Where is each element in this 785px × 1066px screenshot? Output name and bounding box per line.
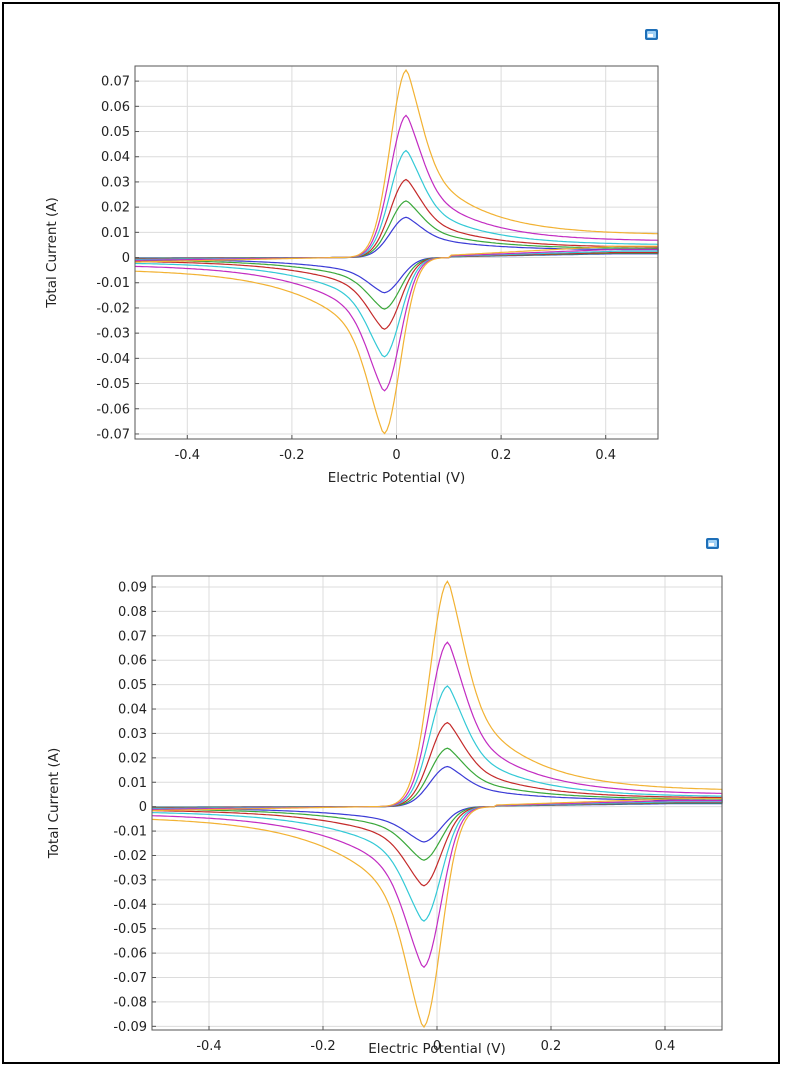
y-tick-label: 0.03 — [101, 175, 130, 190]
y-tick-label: 0.04 — [118, 703, 147, 718]
y-tick-label: 0.06 — [101, 100, 130, 115]
y-tick-label: -0.07 — [96, 427, 130, 442]
x-tick-label: -0.4 — [196, 1039, 221, 1054]
y-tick-label: -0.04 — [113, 898, 147, 913]
y-tick-label: 0.05 — [101, 125, 130, 140]
x-axis-label-1: Electric Potential (V) — [328, 470, 466, 486]
y-tick-label: 0.05 — [118, 678, 147, 693]
x-tick-label: 0 — [392, 448, 400, 463]
y-tick-label: 0.01 — [101, 226, 130, 241]
y-tick-label: 0.03 — [118, 727, 147, 742]
y-tick-label: -0.04 — [96, 352, 130, 367]
y-tick-label: -0.03 — [113, 873, 147, 888]
x-axis-label-2: Electric Potential (V) — [368, 1041, 506, 1057]
y-tick-label: -0.02 — [96, 301, 130, 316]
y-tick-label: 0.08 — [118, 605, 147, 620]
y-tick-label: 0.06 — [118, 654, 147, 669]
y-tick-label: 0.02 — [118, 751, 147, 766]
y-tick-label: -0.05 — [96, 377, 130, 392]
x-tick-label: -0.4 — [175, 448, 200, 463]
y-tick-label: -0.06 — [96, 402, 130, 417]
x-tick-label: 0.4 — [595, 448, 616, 463]
x-tick-label: -0.2 — [310, 1039, 335, 1054]
x-tick-label: 0.4 — [655, 1039, 676, 1054]
y-tick-label: -0.07 — [113, 971, 147, 986]
x-tick-label: -0.2 — [279, 448, 304, 463]
export-image-icon[interactable] — [706, 538, 719, 549]
y-tick-label: -0.06 — [113, 947, 147, 962]
y-tick-label: 0 — [122, 251, 130, 266]
x-tick-label: 0 — [433, 1039, 441, 1054]
y-tick-label: -0.03 — [96, 327, 130, 342]
y-tick-label: -0.01 — [113, 825, 147, 840]
export-image-icon[interactable] — [645, 29, 658, 40]
y-tick-label: 0.01 — [118, 776, 147, 791]
x-tick-label: 0.2 — [541, 1039, 562, 1054]
y-tick-label: 0 — [139, 800, 147, 815]
y-tick-label: -0.02 — [113, 849, 147, 864]
y-axis-label-1: Total Current (A) — [44, 197, 60, 309]
y-tick-label: 0.04 — [101, 150, 130, 165]
y-tick-label: 0.02 — [101, 201, 130, 216]
y-tick-label: -0.01 — [96, 276, 130, 291]
chart-1: -0.07 -0.06 -0.05 -0.04 -0.03 -0.02 -0.01 0 0.01… — [44, 65, 659, 486]
chart-2: -0.09 -0.08 -0.07 -0.06 -0.05 -0.04 -0.03 -0.02… — [46, 575, 723, 1057]
y-tick-label: -0.05 — [113, 922, 147, 937]
y-tick-label: 0.07 — [101, 75, 130, 90]
y-tick-label: -0.08 — [113, 995, 147, 1010]
y-axis-label-2: Total Current (A) — [46, 748, 62, 860]
y-tick-label: 0.09 — [118, 580, 147, 595]
y-tick-label: 0.07 — [118, 629, 147, 644]
y-tick-label: -0.09 — [113, 1020, 147, 1035]
x-tick-label: 0.2 — [491, 448, 512, 463]
